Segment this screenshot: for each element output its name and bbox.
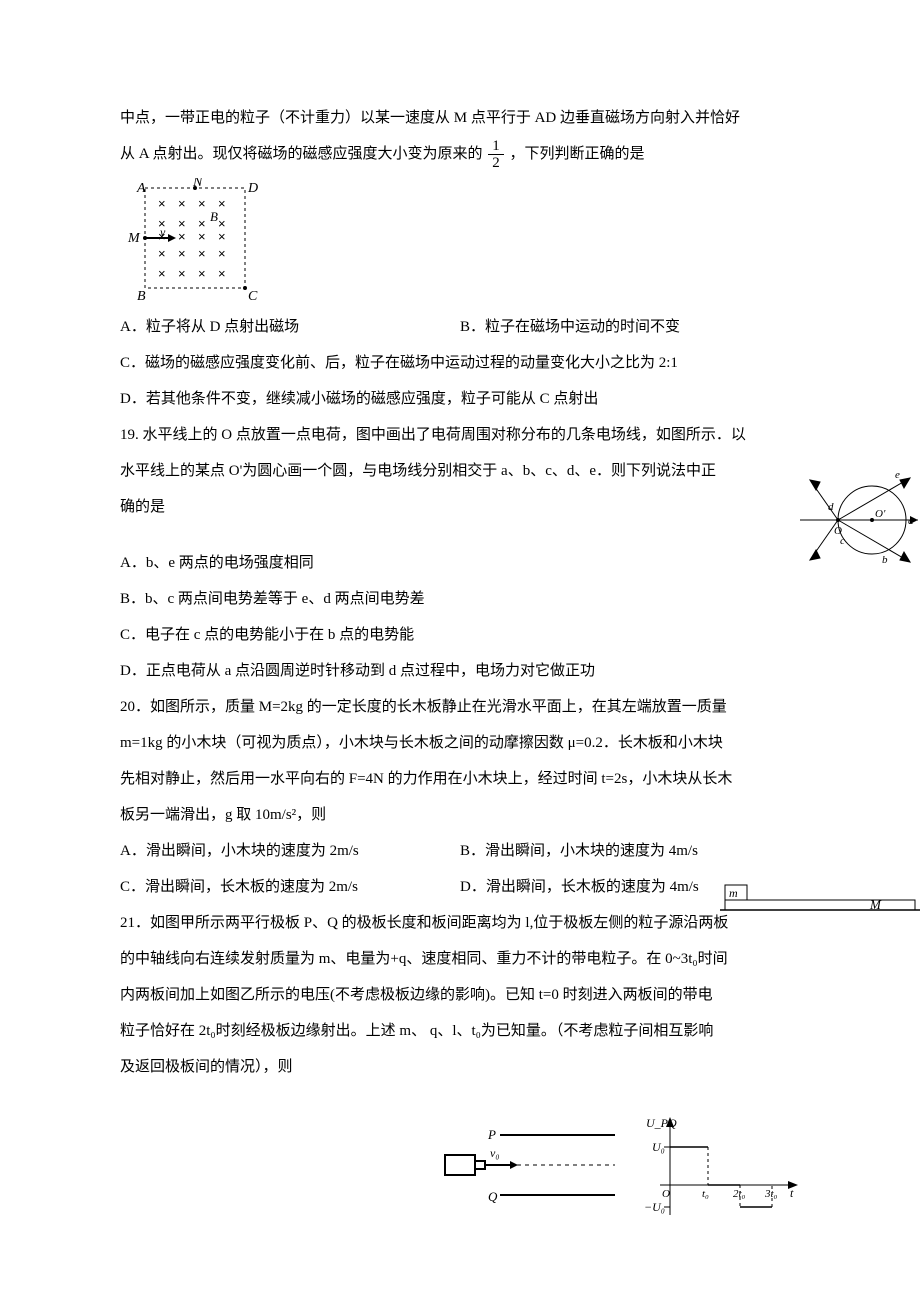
q20-B: B．滑出瞬间，小木块的速度为 4m/s	[460, 833, 800, 869]
svg-text:m: m	[729, 886, 738, 900]
svg-text:v₀: v₀	[490, 1146, 500, 1160]
svg-text:v: v	[160, 225, 166, 239]
q21-l4: 粒子恰好在 2t₀时刻经极板边缘射出。上述 m、 q、l、t₀为已知量。（不考虑…	[120, 1013, 800, 1049]
svg-text:×: ×	[158, 246, 166, 261]
svg-text:×: ×	[198, 229, 206, 244]
figure-voltage-graph: U_PQ U₀ −U₀ O t t₀ 2t₀ 3t₀	[640, 1115, 800, 1239]
svg-text:D: D	[247, 181, 258, 196]
q21-figures: P Q v₀ U_PQ U₀ −U₀ O	[120, 1115, 800, 1239]
svg-text:−U₀: −U₀	[644, 1200, 665, 1214]
q20-l1: 20．如图所示，质量 M=2kg 的一定长度的长木板静止在光滑水平面上，在其左端…	[120, 689, 800, 725]
svg-text:×: ×	[218, 266, 226, 281]
q19-C: C．电子在 c 点的电势能小于在 b 点的电势能	[120, 617, 800, 653]
q19-A: A．b、e 两点的电场强度相同	[120, 545, 800, 581]
q21-l5: 及返回极板间的情况），则	[120, 1049, 800, 1085]
figure-block-plank: m M	[720, 880, 920, 920]
svg-text:2t₀: 2t₀	[733, 1188, 746, 1200]
svg-text:Q: Q	[488, 1189, 498, 1204]
svg-text:×: ×	[178, 246, 186, 261]
svg-text:M: M	[869, 897, 882, 912]
svg-text:t₀: t₀	[702, 1188, 709, 1200]
q20-l2: m=1kg 的小木块（可视为质点），小木块与长木板之间的动摩擦因数 μ=0.2．…	[120, 725, 800, 761]
intro-line1: 中点，一带正电的粒子（不计重力）以某一速度从 M 点平行于 AD 边垂直磁场方向…	[120, 100, 800, 136]
q19-l2: 水平线上的某点 O'为圆心画一个圆，与电场线分别相交于 a、b、c、d、e．则下…	[120, 453, 800, 489]
q19-D: D．正点电荷从 a 点沿圆周逆时针移动到 d 点过程中，电场力对它做正功	[120, 653, 800, 689]
fraction-half: 1 2	[488, 138, 504, 172]
svg-text:×: ×	[218, 229, 226, 244]
q19-l1: 19. 水平线上的 O 点放置一点电荷，图中画出了电荷周围对称分布的几条电场线，…	[120, 417, 800, 453]
svg-text:c: c	[840, 535, 845, 547]
svg-text:×: ×	[198, 246, 206, 261]
q20-row-AB: A．滑出瞬间，小木块的速度为 2m/s B．滑出瞬间，小木块的速度为 4m/s	[120, 833, 800, 869]
svg-text:O: O	[662, 1188, 670, 1200]
intro-line2: 从 A 点射出。现仅将磁场的磁感应强度大小变为原来的 1 2 ，下列判断正确的是	[120, 136, 800, 172]
q20-A: A．滑出瞬间，小木块的速度为 2m/s	[120, 833, 460, 869]
svg-text:B: B	[210, 209, 218, 224]
q18-D: D．若其他条件不变，继续减小磁场的磁感应强度，粒子可能从 C 点射出	[120, 381, 800, 417]
svg-text:a: a	[908, 515, 914, 527]
q18-B: B．粒子在磁场中运动的时间不变	[460, 309, 800, 345]
frac-den: 2	[488, 155, 504, 172]
q21-l1: 21．如图甲所示两平行极板 P、Q 的极板长度和板间距离均为 l,位于极板左侧的…	[120, 905, 800, 941]
svg-text:×: ×	[158, 196, 166, 211]
svg-text:×: ×	[178, 266, 186, 281]
svg-text:d: d	[828, 501, 834, 513]
frac-num: 1	[488, 138, 504, 156]
q21-l3: 内两板间加上如图乙所示的电压(不考虑极板边缘的影响)。已知 t=0 时刻进入两板…	[120, 977, 800, 1013]
q18-row-AB: A．粒子将从 D 点射出磁场 B．粒子在磁场中运动的时间不变	[120, 309, 800, 345]
svg-text:×: ×	[218, 246, 226, 261]
svg-text:B: B	[137, 289, 146, 303]
svg-text:3t₀: 3t₀	[764, 1188, 778, 1200]
svg-text:C: C	[248, 289, 258, 303]
q18-C: C．磁场的磁感应强度变化前、后，粒子在磁场中运动过程的动量变化大小之比为 2:1	[120, 345, 800, 381]
svg-text:×: ×	[198, 266, 206, 281]
figure-plates: P Q v₀	[440, 1115, 620, 1239]
q21-l2: 的中轴线向右连续发射质量为 m、电量为+q、速度相同、重力不计的带电粒子。在 0…	[120, 941, 800, 977]
figure-magnetic-square: A N D M B C ×××× ×××× ×××× ×××× ×××× B v	[120, 178, 270, 303]
figure-field-circle: O O' a b c d e	[800, 460, 920, 580]
svg-text:O': O'	[875, 508, 886, 520]
svg-text:t: t	[790, 1186, 794, 1200]
q19-l3: 确的是	[120, 489, 800, 525]
intro-2a: 从 A 点射出。现仅将磁场的磁感应强度大小变为原来的	[120, 146, 486, 162]
q19-B: B．b、c 两点间电势差等于 e、d 两点间电势差	[120, 581, 800, 617]
svg-text:P: P	[487, 1127, 496, 1142]
q20-row-CD: C．滑出瞬间，长木板的速度为 2m/s D．滑出瞬间，长木板的速度为 4m/s	[120, 869, 800, 905]
svg-text:×: ×	[158, 266, 166, 281]
svg-text:×: ×	[198, 196, 206, 211]
q18-A: A．粒子将从 D 点射出磁场	[120, 309, 460, 345]
q20-C: C．滑出瞬间，长木板的速度为 2m/s	[120, 869, 460, 905]
svg-text:×: ×	[178, 196, 186, 211]
svg-text:b: b	[882, 554, 888, 566]
intro-2b: ，下列判断正确的是	[510, 146, 645, 162]
page: 中点，一带正电的粒子（不计重力）以某一速度从 M 点平行于 AD 边垂直磁场方向…	[0, 0, 920, 1279]
svg-text:U₀: U₀	[652, 1140, 665, 1154]
svg-text:A: A	[136, 181, 146, 196]
q20-l3: 先相对静止，然后用一水平向右的 F=4N 的力作用在小木块上，经过时间 t=2s…	[120, 761, 800, 797]
svg-text:×: ×	[178, 229, 186, 244]
svg-text:e: e	[895, 469, 900, 481]
svg-text:×: ×	[218, 196, 226, 211]
svg-text:U_PQ: U_PQ	[646, 1116, 677, 1130]
q20-l4: 板另一端滑出，g 取 10m/s²，则	[120, 797, 800, 833]
svg-text:M: M	[127, 231, 141, 246]
